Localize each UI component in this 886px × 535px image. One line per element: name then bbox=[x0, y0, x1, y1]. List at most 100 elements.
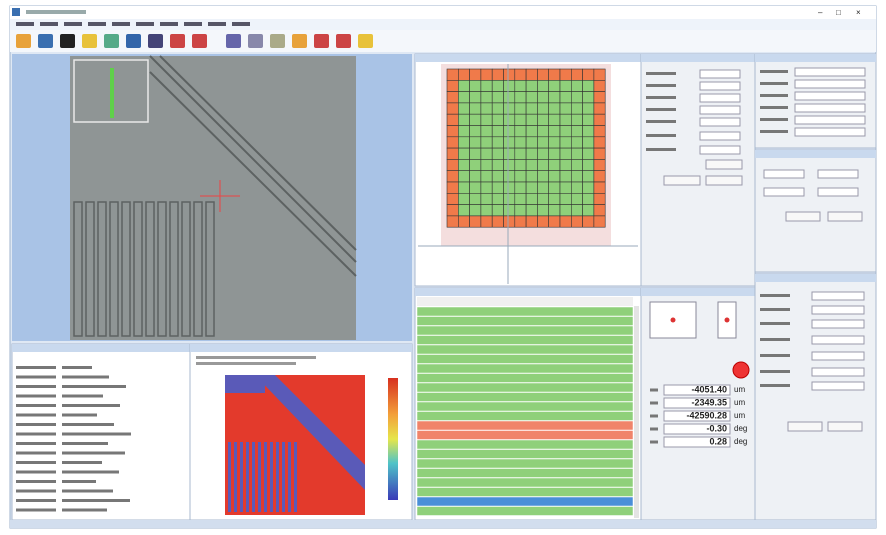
input-field[interactable] bbox=[794, 67, 866, 77]
menu-item[interactable] bbox=[208, 22, 226, 26]
die-cell[interactable] bbox=[570, 159, 583, 171]
menu-item[interactable] bbox=[64, 22, 82, 26]
button[interactable] bbox=[663, 175, 701, 186]
die-cell[interactable] bbox=[480, 136, 493, 149]
table-row[interactable] bbox=[416, 496, 634, 507]
die-cell[interactable] bbox=[480, 147, 493, 160]
die-cell[interactable] bbox=[570, 136, 583, 149]
input-field[interactable] bbox=[811, 381, 865, 391]
die-cell[interactable] bbox=[491, 80, 504, 92]
die-cell[interactable] bbox=[582, 125, 595, 138]
die-cell[interactable] bbox=[491, 170, 504, 183]
die-cell[interactable] bbox=[491, 181, 504, 194]
die-cell[interactable] bbox=[570, 215, 583, 228]
die-cell[interactable] bbox=[593, 113, 606, 126]
die-cell[interactable] bbox=[548, 125, 561, 138]
table-row[interactable] bbox=[416, 468, 634, 478]
die-cell[interactable] bbox=[491, 215, 504, 228]
die-cell[interactable] bbox=[446, 80, 459, 92]
tool-button[interactable] bbox=[126, 34, 141, 48]
die-cell[interactable] bbox=[514, 159, 527, 171]
die-cell[interactable] bbox=[491, 113, 504, 126]
die-cell[interactable] bbox=[457, 204, 470, 217]
menu-item[interactable] bbox=[88, 22, 106, 26]
die-cell[interactable] bbox=[514, 68, 527, 81]
die-cell[interactable] bbox=[469, 136, 482, 149]
die-cell[interactable] bbox=[491, 136, 504, 149]
table-row[interactable] bbox=[416, 344, 634, 355]
die-cell[interactable] bbox=[514, 204, 527, 217]
button[interactable] bbox=[785, 211, 821, 222]
die-cell[interactable] bbox=[582, 159, 595, 171]
die-cell[interactable] bbox=[457, 193, 470, 205]
die-cell[interactable] bbox=[514, 136, 527, 149]
input-field[interactable] bbox=[699, 131, 741, 141]
tool-button[interactable] bbox=[192, 34, 207, 48]
die-cell[interactable] bbox=[582, 204, 595, 217]
die-cell[interactable] bbox=[469, 91, 482, 104]
table-row[interactable] bbox=[416, 354, 634, 364]
die-cell[interactable] bbox=[548, 136, 561, 149]
die-cell[interactable] bbox=[582, 68, 595, 81]
die-cell[interactable] bbox=[570, 193, 583, 205]
die-cell[interactable] bbox=[457, 91, 470, 104]
die-cell[interactable] bbox=[570, 68, 583, 81]
die-cell[interactable] bbox=[593, 136, 606, 149]
die-cell[interactable] bbox=[559, 102, 572, 115]
close-button[interactable]: × bbox=[856, 8, 861, 17]
die-cell[interactable] bbox=[570, 102, 583, 115]
die-cell[interactable] bbox=[480, 125, 493, 138]
die-cell[interactable] bbox=[446, 68, 459, 81]
die-cell[interactable] bbox=[537, 215, 550, 228]
input-field[interactable] bbox=[794, 115, 866, 125]
table-row[interactable] bbox=[416, 420, 634, 431]
die-cell[interactable] bbox=[582, 136, 595, 149]
die-cell[interactable] bbox=[525, 181, 538, 194]
die-cell[interactable] bbox=[469, 204, 482, 217]
table-row[interactable] bbox=[416, 487, 634, 497]
die-cell[interactable] bbox=[514, 170, 527, 183]
die-cell[interactable] bbox=[457, 113, 470, 126]
tool-button[interactable] bbox=[60, 34, 75, 48]
die-cell[interactable] bbox=[525, 170, 538, 183]
table-row[interactable] bbox=[416, 316, 634, 326]
die-cell[interactable] bbox=[525, 159, 538, 171]
table-row[interactable] bbox=[416, 373, 634, 383]
die-cell[interactable] bbox=[514, 125, 527, 138]
die-cell[interactable] bbox=[457, 147, 470, 160]
input-field[interactable] bbox=[763, 187, 805, 197]
table-row[interactable] bbox=[416, 335, 634, 345]
die-cell[interactable] bbox=[469, 113, 482, 126]
die-cell[interactable] bbox=[570, 204, 583, 217]
die-cell[interactable] bbox=[480, 91, 493, 104]
die-cell[interactable] bbox=[469, 193, 482, 205]
die-cell[interactable] bbox=[514, 80, 527, 92]
table-row[interactable] bbox=[416, 506, 634, 516]
die-cell[interactable] bbox=[446, 102, 459, 115]
input-field[interactable] bbox=[811, 319, 865, 329]
table-row[interactable] bbox=[416, 430, 634, 440]
die-cell[interactable] bbox=[537, 68, 550, 81]
die-cell[interactable] bbox=[559, 113, 572, 126]
die-cell[interactable] bbox=[457, 170, 470, 183]
tool-button[interactable] bbox=[104, 34, 119, 48]
scrollbar[interactable] bbox=[634, 306, 639, 518]
die-cell[interactable] bbox=[525, 113, 538, 126]
tool-button[interactable] bbox=[292, 34, 307, 48]
table-row[interactable] bbox=[416, 306, 634, 317]
die-cell[interactable] bbox=[457, 181, 470, 194]
input-field[interactable] bbox=[699, 105, 741, 115]
die-cell[interactable] bbox=[570, 125, 583, 138]
die-cell[interactable] bbox=[503, 159, 516, 171]
input-field[interactable] bbox=[699, 117, 741, 127]
tool-button[interactable] bbox=[148, 34, 163, 48]
die-cell[interactable] bbox=[480, 68, 493, 81]
die-cell[interactable] bbox=[593, 147, 606, 160]
die-cell[interactable] bbox=[469, 215, 482, 228]
die-cell[interactable] bbox=[503, 170, 516, 183]
die-cell[interactable] bbox=[446, 181, 459, 194]
table-row[interactable] bbox=[416, 458, 634, 469]
die-cell[interactable] bbox=[514, 113, 527, 126]
die-cell[interactable] bbox=[593, 204, 606, 217]
die-cell[interactable] bbox=[570, 80, 583, 92]
